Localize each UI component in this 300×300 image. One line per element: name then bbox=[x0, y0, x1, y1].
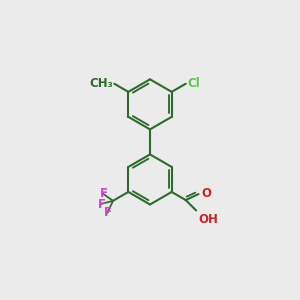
Text: F: F bbox=[98, 198, 106, 211]
Text: F: F bbox=[104, 206, 112, 219]
Text: CH₃: CH₃ bbox=[89, 77, 113, 90]
Text: Cl: Cl bbox=[187, 77, 200, 90]
Text: F: F bbox=[100, 187, 108, 200]
Text: O: O bbox=[202, 187, 212, 200]
Text: OH: OH bbox=[198, 213, 218, 226]
